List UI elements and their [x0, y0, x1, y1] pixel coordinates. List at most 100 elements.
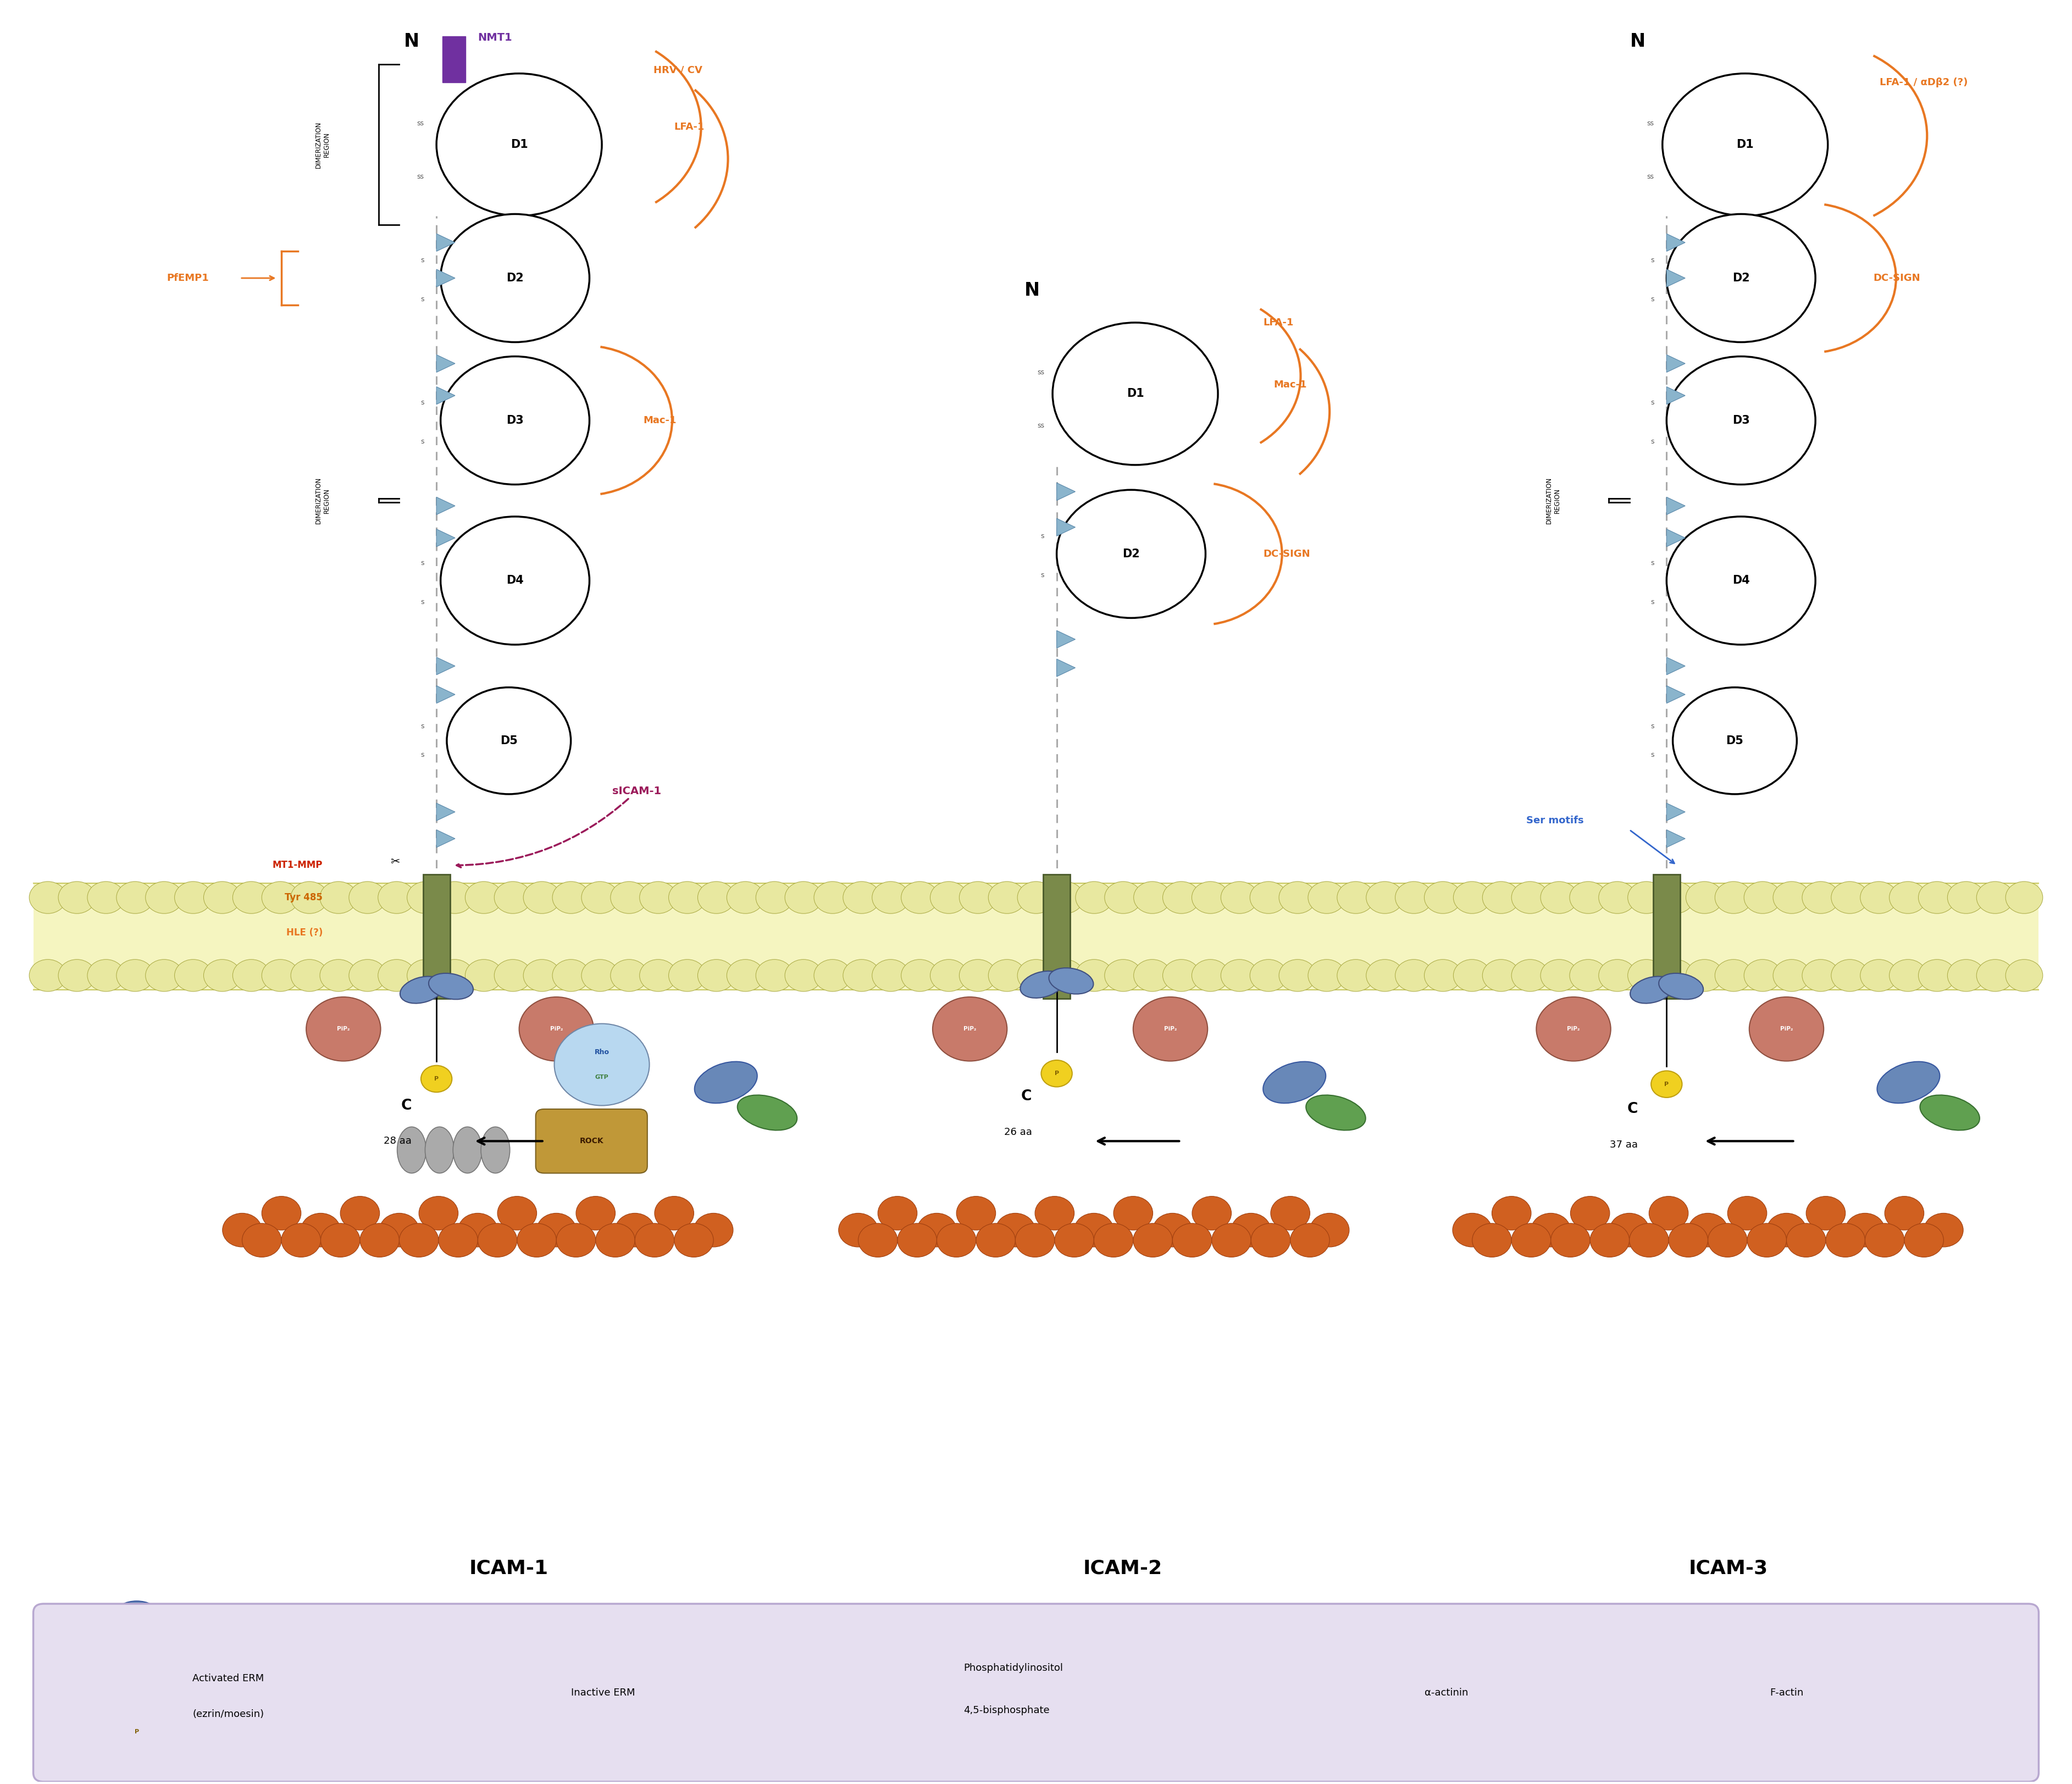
Circle shape [307, 997, 381, 1061]
Circle shape [29, 881, 66, 913]
Circle shape [1481, 960, 1519, 992]
Text: s: s [1651, 723, 1653, 730]
Text: LFA-1 / αDβ2 (?): LFA-1 / αDβ2 (?) [1879, 77, 1968, 87]
Polygon shape [1666, 234, 1685, 252]
Circle shape [1336, 881, 1374, 913]
Circle shape [1649, 1197, 1689, 1231]
Circle shape [87, 881, 124, 913]
Circle shape [1687, 960, 1724, 992]
Circle shape [1307, 960, 1345, 992]
Polygon shape [1666, 830, 1685, 847]
Circle shape [1249, 960, 1287, 992]
Circle shape [756, 881, 794, 913]
Circle shape [290, 960, 327, 992]
Circle shape [1749, 997, 1823, 1061]
Circle shape [1687, 1659, 1726, 1693]
Text: ICAM-1: ICAM-1 [468, 1559, 549, 1577]
Circle shape [1133, 960, 1171, 992]
Text: Mac-1: Mac-1 [642, 416, 675, 425]
Text: 37 aa: 37 aa [1610, 1140, 1637, 1149]
Circle shape [400, 1224, 439, 1258]
Circle shape [261, 960, 298, 992]
Circle shape [1890, 881, 1927, 913]
Circle shape [1104, 881, 1142, 913]
Polygon shape [437, 685, 456, 703]
Circle shape [1040, 1060, 1071, 1086]
Text: s: s [1651, 558, 1653, 566]
Ellipse shape [1264, 1061, 1326, 1103]
Text: D2: D2 [1732, 273, 1749, 284]
Circle shape [1307, 881, 1345, 913]
Circle shape [1689, 1213, 1728, 1247]
Polygon shape [437, 355, 456, 373]
Circle shape [1861, 881, 1898, 913]
Ellipse shape [481, 1127, 510, 1174]
Circle shape [1629, 1224, 1668, 1258]
Circle shape [232, 881, 269, 913]
Circle shape [1075, 881, 1113, 913]
Circle shape [1728, 1197, 1767, 1231]
Circle shape [524, 960, 562, 992]
Text: D3: D3 [506, 416, 524, 426]
Ellipse shape [1318, 1670, 1347, 1716]
Text: DIMERIZATION
REGION: DIMERIZATION REGION [315, 476, 329, 524]
Polygon shape [1666, 269, 1685, 287]
Circle shape [1270, 1197, 1310, 1231]
Circle shape [495, 960, 530, 992]
Text: NMT1: NMT1 [479, 32, 512, 43]
Circle shape [58, 960, 95, 992]
Circle shape [1173, 1224, 1212, 1258]
Circle shape [261, 881, 298, 913]
Circle shape [1610, 1213, 1649, 1247]
Circle shape [843, 881, 881, 913]
Circle shape [1291, 1224, 1330, 1258]
Polygon shape [1057, 519, 1075, 535]
Text: DIMERIZATION
REGION: DIMERIZATION REGION [1546, 476, 1560, 524]
Ellipse shape [694, 1061, 756, 1103]
Circle shape [261, 1197, 300, 1231]
Circle shape [1861, 960, 1898, 992]
Circle shape [1767, 1213, 1807, 1247]
Circle shape [1666, 214, 1815, 343]
Circle shape [466, 881, 501, 913]
Circle shape [441, 214, 588, 343]
Circle shape [1803, 881, 1840, 913]
Text: s: s [1040, 571, 1044, 578]
Circle shape [1647, 1675, 1687, 1709]
Circle shape [300, 1213, 340, 1247]
Circle shape [1765, 1659, 1805, 1693]
Circle shape [435, 881, 472, 913]
Text: s: s [1651, 751, 1653, 758]
Circle shape [1508, 1686, 1548, 1720]
Circle shape [348, 881, 385, 913]
Circle shape [1977, 960, 2014, 992]
Polygon shape [437, 657, 456, 674]
Text: s: s [421, 723, 425, 730]
Circle shape [1104, 960, 1142, 992]
Circle shape [1784, 1686, 1823, 1720]
Circle shape [1629, 960, 1666, 992]
Circle shape [640, 960, 678, 992]
Ellipse shape [1877, 1061, 1939, 1103]
Text: D1: D1 [510, 139, 528, 150]
Circle shape [1278, 881, 1316, 913]
Ellipse shape [97, 1631, 128, 1664]
Circle shape [1423, 881, 1461, 913]
Circle shape [319, 881, 356, 913]
Polygon shape [1057, 483, 1075, 501]
Ellipse shape [495, 1697, 555, 1732]
Circle shape [421, 1065, 452, 1092]
Polygon shape [437, 269, 456, 287]
Circle shape [1394, 960, 1432, 992]
Text: 26 aa: 26 aa [1005, 1127, 1032, 1136]
Text: PiP₂: PiP₂ [963, 1026, 976, 1031]
Text: 4,5-bisphosphate: 4,5-bisphosphate [963, 1706, 1051, 1716]
Circle shape [874, 1661, 949, 1725]
Circle shape [576, 1197, 615, 1231]
Circle shape [1890, 960, 1927, 992]
Ellipse shape [1347, 1670, 1376, 1716]
Circle shape [611, 881, 649, 913]
Circle shape [87, 960, 124, 992]
Circle shape [843, 960, 881, 992]
Circle shape [319, 960, 356, 992]
